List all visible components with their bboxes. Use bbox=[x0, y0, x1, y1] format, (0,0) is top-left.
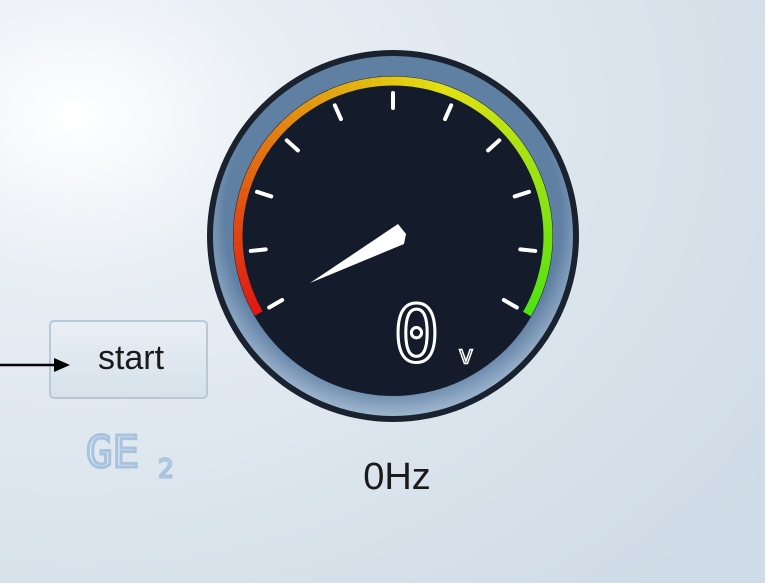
start-button-label[interactable]: start bbox=[98, 339, 165, 377]
gauge-color-arc bbox=[239, 252, 241, 263]
gauge-color-arc bbox=[350, 84, 361, 87]
gauge-color-arc bbox=[493, 117, 501, 125]
frequency-label: 0Hz bbox=[363, 456, 431, 498]
gauge-color-arc bbox=[271, 132, 278, 141]
gauge-color-arc bbox=[436, 87, 447, 91]
gauge-color-arc bbox=[501, 125, 509, 133]
gauge-color-arc bbox=[361, 82, 372, 84]
gauge-color-arc bbox=[240, 262, 242, 273]
screen: 0 v start GE 2 0Hz bbox=[0, 0, 765, 583]
gauge-color-arc bbox=[456, 94, 466, 99]
gauge-color-arc bbox=[446, 90, 457, 94]
gauge-color-arc bbox=[249, 294, 254, 304]
gauge-color-arc bbox=[527, 304, 532, 314]
gauge-color-arc bbox=[238, 219, 239, 230]
gauge-color-arc bbox=[293, 110, 302, 117]
gauge-color-arc bbox=[466, 99, 476, 105]
gauge-color-arc bbox=[484, 111, 493, 118]
gauge-color-arc bbox=[546, 252, 548, 263]
gauge-color-arc bbox=[239, 209, 241, 220]
gauge-color-arc bbox=[238, 241, 239, 252]
gauge-color-arc bbox=[245, 283, 249, 294]
gauge-color-arc bbox=[264, 140, 271, 149]
gauge-color-arc bbox=[259, 149, 265, 159]
gauge-color-arc bbox=[340, 87, 351, 90]
gauge-color-arc bbox=[249, 168, 254, 178]
display-unit: v bbox=[458, 341, 474, 371]
gauge-color-arc bbox=[547, 220, 548, 231]
gauge-color-arc bbox=[371, 81, 382, 82]
gauge-color-arc bbox=[285, 117, 293, 125]
gauge-color-arc bbox=[311, 99, 321, 105]
gauge-color-arc bbox=[425, 84, 436, 87]
gauge-tick bbox=[251, 249, 266, 251]
gauge-color-arc bbox=[543, 263, 545, 274]
gauge-color-arc bbox=[278, 124, 286, 132]
gauge-color-arc bbox=[547, 241, 548, 252]
gauge-color-arc bbox=[243, 188, 246, 199]
logo-subscript: 2 bbox=[158, 455, 174, 485]
gauge-color-arc bbox=[537, 284, 541, 295]
logo-text: GE bbox=[86, 427, 139, 478]
gauge-color-arc bbox=[543, 199, 545, 210]
gauge-color-arc bbox=[253, 303, 258, 313]
gauge-color-arc bbox=[404, 81, 415, 82]
gauge-color-arc bbox=[330, 90, 341, 94]
gauge-color-arc bbox=[254, 158, 259, 168]
gauge-color-arc bbox=[540, 273, 543, 284]
gauge-color-arc bbox=[320, 94, 330, 99]
gauge-color-arc bbox=[540, 188, 543, 199]
gauge-tick bbox=[520, 249, 535, 251]
gauge-color-arc bbox=[527, 159, 532, 169]
gauge-color-arc bbox=[242, 273, 245, 284]
gauge-color-arc bbox=[546, 209, 548, 220]
gauge-color-arc bbox=[522, 149, 528, 159]
gauge-color-arc bbox=[302, 104, 311, 110]
gauge-color-arc bbox=[508, 132, 515, 141]
gauge-color-arc bbox=[537, 178, 541, 189]
gauge-color-arc bbox=[415, 83, 426, 85]
gauge-color-arc bbox=[240, 198, 242, 209]
display-value: 0 bbox=[393, 290, 440, 380]
gauge-color-arc bbox=[532, 294, 537, 304]
gauge-color-arc bbox=[532, 168, 537, 178]
gauge-color-arc bbox=[515, 141, 522, 150]
gauge-color-arc bbox=[246, 177, 250, 188]
gauge-color-arc bbox=[475, 105, 484, 111]
